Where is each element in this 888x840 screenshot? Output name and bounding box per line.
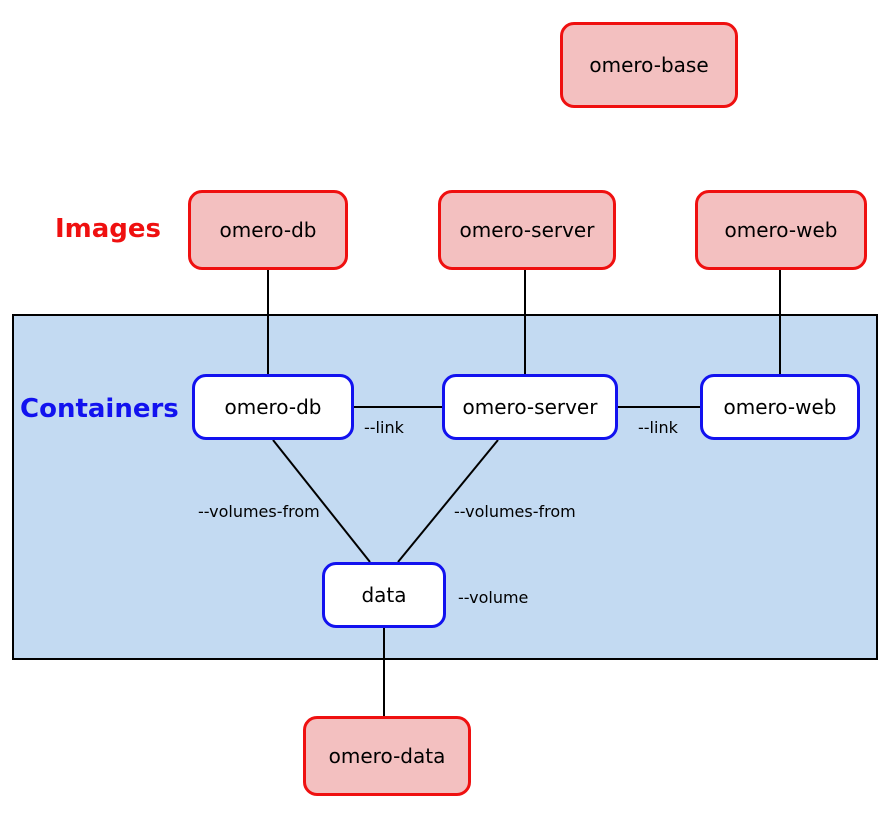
- edge-label-volume: --volume: [458, 588, 528, 607]
- image-node-omero-base: omero-base: [560, 22, 738, 108]
- section-label-containers: Containers: [20, 394, 179, 424]
- node-label: omero-db: [224, 395, 321, 419]
- node-label: omero-server: [463, 395, 598, 419]
- image-node-omero-db: omero-db: [188, 190, 348, 270]
- node-label: omero-server: [460, 218, 595, 242]
- edge-label-volumes-from: --volumes-from: [198, 502, 320, 521]
- section-label-images: Images: [55, 214, 161, 244]
- diagram-canvas: Images Containers omero-base omero-db om…: [0, 0, 888, 840]
- node-label: omero-db: [219, 218, 316, 242]
- image-node-omero-web: omero-web: [695, 190, 867, 270]
- edge-label-link: --link: [638, 418, 678, 437]
- node-label: omero-web: [724, 395, 837, 419]
- container-node-omero-db: omero-db: [192, 374, 354, 440]
- edge-label-volumes-from: --volumes-from: [454, 502, 576, 521]
- container-node-data: data: [322, 562, 446, 628]
- edge-label-link: --link: [364, 418, 404, 437]
- node-label: omero-web: [725, 218, 838, 242]
- node-label: omero-base: [589, 53, 708, 77]
- node-label: omero-data: [329, 744, 446, 768]
- image-node-omero-data: omero-data: [303, 716, 471, 796]
- container-node-omero-web: omero-web: [700, 374, 860, 440]
- node-label: data: [361, 583, 406, 607]
- container-node-omero-server: omero-server: [442, 374, 618, 440]
- image-node-omero-server: omero-server: [438, 190, 616, 270]
